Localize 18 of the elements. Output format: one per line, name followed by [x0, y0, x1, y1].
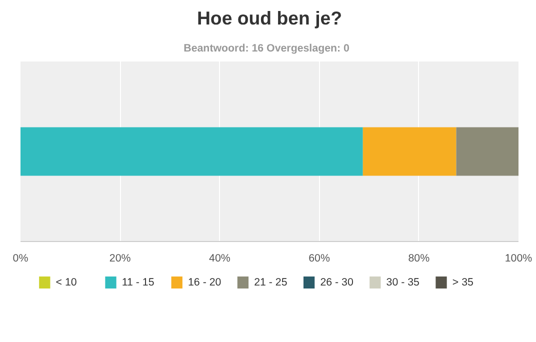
legend-label: 21 - 25	[254, 276, 288, 288]
legend-label: < 10	[56, 276, 77, 288]
x-tick-label: 20%	[109, 252, 132, 264]
chart-title: Hoe oud ben je?	[196, 8, 342, 28]
x-tick-label: 60%	[308, 252, 330, 264]
x-tick-label: 80%	[408, 252, 430, 264]
x-tick-label: 100%	[504, 252, 533, 264]
legend-label: > 35	[452, 276, 474, 288]
bar	[20, 127, 363, 176]
legend-label: 30 - 35	[386, 276, 420, 288]
legend-label: 26 - 30	[320, 276, 354, 288]
legend-label: 11 - 15	[122, 276, 154, 288]
x-tick-label: 40%	[209, 252, 231, 264]
bar	[456, 127, 518, 176]
x-tick-label: 0%	[12, 252, 29, 264]
legend-label: 16 - 20	[188, 276, 222, 288]
bar	[362, 127, 456, 176]
chart-subtitle: Beantwoord: 16 Overgeslagen: 0	[184, 42, 350, 54]
